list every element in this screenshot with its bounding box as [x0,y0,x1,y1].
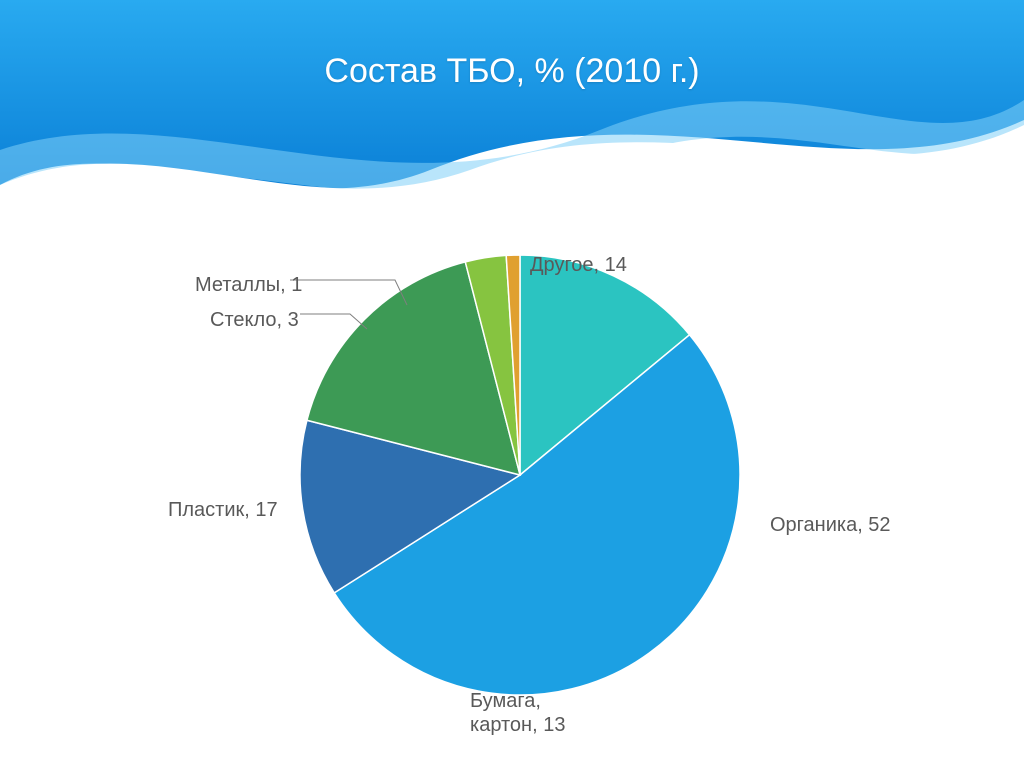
slice-label: Органика, 52 [770,513,891,537]
pie-chart: Другое, 14Органика, 52Бумага, картон, 13… [0,230,1024,730]
slide: Состав ТБО, % (2010 г.) Другое, 14Органи… [0,0,1024,768]
slice-label: Пластик, 17 [168,498,278,522]
slice-label: Стекло, 3 [210,308,299,332]
slice-label: Другое, 14 [530,253,627,277]
slice-label: Бумага, картон, 13 [470,689,565,737]
slice-label: Металлы, 1 [195,273,302,297]
